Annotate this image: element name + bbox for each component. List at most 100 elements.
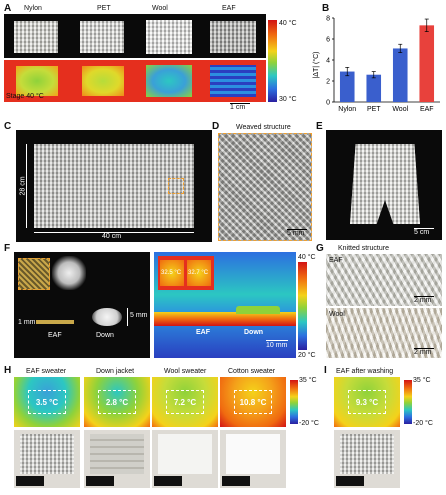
i-box	[348, 390, 386, 414]
thickness-photo: 1 mm 5 mm EAF Down	[14, 252, 150, 358]
colorbar-a-max: 40 °C	[279, 20, 297, 27]
thermal-profile: 32.5 °C 32.7 °C EAF Down 10 mm	[154, 252, 296, 358]
wool-swatch	[146, 20, 192, 54]
panel-f-label: F	[4, 243, 11, 254]
col-label-nylon: Nylon	[24, 5, 42, 12]
inset-thermal-1	[160, 260, 184, 286]
scale-bar-g2	[414, 348, 434, 349]
x-tick-label: EAF	[420, 106, 434, 113]
bar-wool	[392, 48, 408, 102]
eaf-thermal	[210, 65, 256, 97]
bar-pet	[366, 74, 382, 102]
down-jacket	[90, 434, 144, 474]
large-fabric	[34, 144, 194, 228]
temp2-label: 32.7 °C	[188, 270, 209, 276]
wool-sweater	[158, 434, 212, 474]
knit-wool-photo: Wool 2 mm	[326, 308, 442, 358]
colorbar-f	[298, 262, 307, 350]
down-puffy-sample	[92, 308, 122, 326]
width-arrow	[34, 232, 194, 233]
y-tick-label: 0	[326, 100, 330, 107]
colorbar-a-min: 30 °C	[279, 96, 297, 103]
h-temp-0: 3.5 °C	[35, 398, 59, 407]
scale-1cm: 1 cm	[230, 104, 246, 111]
scale-5mm: 5 mm	[287, 230, 305, 237]
profile-bump	[236, 306, 280, 314]
panel-d-label: D	[212, 121, 220, 132]
x-tick-label: Wool	[392, 106, 408, 113]
h-box-2	[166, 390, 204, 414]
pet-swatch	[80, 21, 124, 53]
panel-i-label: I	[324, 365, 327, 376]
nylon-thermal	[16, 66, 58, 96]
height-label: 28 cm	[19, 176, 27, 196]
colorbar-f-max: 40 °C	[298, 254, 316, 261]
y-axis-label: |ΔT| (°C)	[312, 51, 320, 78]
col-label-eaf: EAF	[222, 5, 236, 12]
y-tick-label: 2	[326, 79, 330, 86]
large-fabric-photo: 28 cm 40 cm	[16, 130, 212, 242]
eaf-flat-sample	[36, 320, 74, 324]
eaf-sweater	[20, 434, 74, 474]
colorbar-h-min: -20 °C	[299, 420, 319, 427]
colorbar-a	[268, 20, 277, 102]
down-sample-inset	[52, 256, 86, 290]
y-tick-label: 4	[326, 58, 330, 65]
eaf-label-thermal: EAF	[196, 329, 210, 336]
eaf-washed-sweater	[340, 434, 394, 474]
h-box-3	[234, 390, 272, 414]
h-thermal-0	[14, 377, 80, 427]
h-inset-3	[222, 476, 250, 486]
knitted-title: Knitted structure	[338, 245, 389, 252]
bar-chart: 0 2 4 6 8 Nylon PET Wool EAF |ΔT| (°C)	[312, 16, 440, 113]
panel-c-label: C	[4, 121, 12, 132]
thickness-eaf-label: 1 mm	[18, 319, 36, 326]
i-photo	[334, 430, 400, 488]
panel-a-label: A	[4, 3, 12, 14]
colorbar-i-max: 35 °C	[413, 377, 431, 384]
knit-eaf-texture	[326, 254, 442, 306]
panel-b-label: B	[322, 3, 330, 14]
weaved-title: Weaved structure	[236, 124, 291, 131]
scale-2mm-2: 2 mm	[414, 349, 432, 356]
x-tick-label: Nylon	[338, 106, 356, 113]
h-title-3: Cotton sweater	[228, 368, 276, 375]
colorbar-h-max: 35 °C	[299, 377, 317, 384]
height-arrow	[26, 144, 27, 228]
wool-thermal	[146, 65, 192, 97]
i-inset	[336, 476, 364, 486]
temp1-label: 32.5 °C	[161, 270, 182, 276]
scale-2mm-1: 2 mm	[414, 297, 432, 304]
i-temp: 9.3 °C	[355, 398, 379, 407]
fabric-photo-row	[4, 14, 266, 58]
h-photo-2	[152, 430, 218, 488]
h-temp-3: 10.8 °C	[239, 398, 267, 407]
cotton-sweater	[226, 434, 280, 474]
thickness-down-bar	[127, 308, 128, 326]
x-tick-label: PET	[367, 106, 381, 113]
shorts-garment	[350, 144, 420, 224]
i-thermal	[334, 377, 400, 427]
h-photo-1	[84, 430, 150, 488]
profile-band	[154, 312, 296, 326]
panel-e-label: E	[316, 121, 323, 132]
h-title-2: Wool sweater	[164, 368, 207, 375]
bar-nylon	[339, 71, 355, 102]
scale-10mm: 10 mm	[266, 342, 288, 349]
scale-bar-g1	[414, 296, 434, 297]
h-inset-0	[16, 476, 44, 486]
h-temp-1: 2.8 °C	[105, 398, 129, 407]
knit-wool-texture	[326, 308, 442, 358]
h-box-1	[98, 390, 136, 414]
nylon-swatch	[14, 21, 58, 53]
thermal-image-row: Stage 40 °C	[4, 60, 266, 102]
colorbar-i	[404, 380, 412, 424]
scale-5cm: 5 cm	[414, 229, 430, 236]
weaved-photo: 5 mm	[218, 133, 312, 241]
col-label-pet: PET	[97, 5, 111, 12]
panel-h-label: H	[4, 365, 12, 376]
h-photo-3	[220, 430, 286, 488]
col-label-wool: Wool	[152, 5, 168, 12]
y-tick-label: 6	[326, 37, 330, 44]
inset-thermal-2	[187, 260, 211, 286]
